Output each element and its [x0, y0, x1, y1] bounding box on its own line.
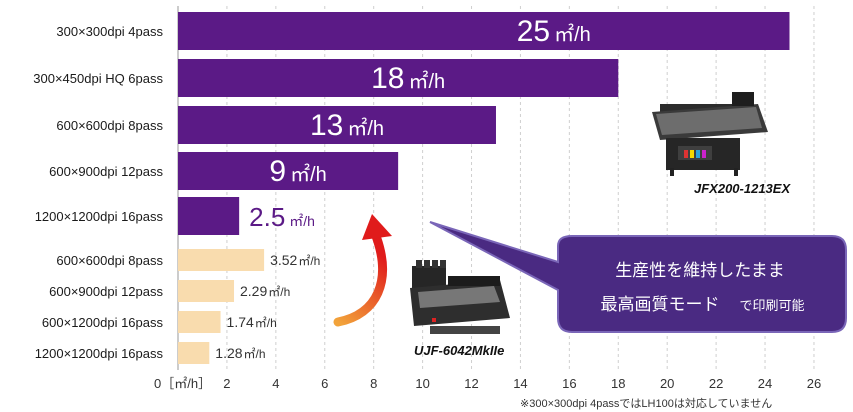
category-label: 300×300dpi 4pass — [56, 24, 163, 39]
x-axis-ticks: 0［㎡/h］ 2 4 6 8 10 12 14 16 18 20 22 24 26 — [154, 376, 821, 391]
x-tick-label: 26 — [807, 376, 821, 391]
bar — [178, 197, 240, 235]
value-label: 1.28㎡/h — [215, 345, 265, 361]
x-tick-label: 8 — [370, 376, 377, 391]
value-label: 13 ㎡/h — [310, 109, 384, 142]
x-tick-label: 4 — [272, 376, 279, 391]
model-label-ujf6042: UJF-6042MkIIe — [414, 343, 504, 358]
value-label: 3.52㎡/h — [270, 252, 320, 268]
value-label: 1.74㎡/h — [227, 314, 277, 330]
category-label: 1200×1200dpi 16pass — [35, 346, 164, 361]
value-label: 18 ㎡/h — [371, 62, 445, 95]
x-tick-label: 10 — [415, 376, 429, 391]
callout-line2-main: 最高画質モード — [601, 295, 720, 314]
category-label: 600×1200dpi 16pass — [42, 315, 164, 330]
x-tick-label: 12 — [464, 376, 478, 391]
bar — [178, 106, 496, 144]
category-label: 600×600dpi 8pass — [56, 253, 163, 268]
bar — [178, 152, 399, 190]
bar — [178, 311, 221, 333]
x-tick-label: 22 — [709, 376, 723, 391]
x-tick-label: 2 — [223, 376, 230, 391]
printer-jfx200-image — [652, 92, 768, 176]
x-tick-label: 24 — [758, 376, 772, 391]
value-label: 2.29㎡/h — [240, 283, 290, 299]
bar — [178, 12, 790, 50]
callout-bubble: 生産性を維持したまま 最高画質モード で印刷可能 — [429, 221, 847, 333]
value-labels: 25 ㎡/h 18 ㎡/h 13 ㎡/h 9 ㎡/h 2.5 ㎡/h 3.52㎡/h 2.29㎡/h 1… — [215, 15, 590, 361]
bar — [178, 342, 210, 364]
category-label: 1200×1200dpi 16pass — [35, 209, 164, 224]
x-tick-label: 18 — [611, 376, 625, 391]
value-label: 25 ㎡/h — [517, 15, 591, 48]
x-tick-label: 14 — [513, 376, 527, 391]
category-label: 600×900dpi 12pass — [49, 164, 163, 179]
footnote: ※300×300dpi 4passではLH100は対応していません — [520, 396, 772, 410]
printer-ujf6042-image — [410, 260, 510, 334]
bars — [178, 12, 790, 364]
bar — [178, 59, 619, 97]
curved-arrow — [333, 214, 392, 327]
callout-line1: 生産性を維持したまま — [615, 261, 785, 280]
bar — [178, 249, 265, 271]
value-label: 9 ㎡/h — [269, 155, 326, 188]
x-tick-label: 20 — [660, 376, 674, 391]
model-label-jfx200: JFX200-1213EX — [694, 181, 791, 196]
x-tick-label: 0［㎡/h］ — [154, 376, 211, 391]
value-label: 2.5 ㎡/h — [249, 202, 315, 232]
category-label: 300×450dpi HQ 6pass — [33, 71, 163, 86]
x-tick-label: 16 — [562, 376, 576, 391]
category-label: 600×900dpi 12pass — [49, 284, 163, 299]
category-labels: 300×300dpi 4pass 300×450dpi HQ 6pass 600×6… — [33, 24, 163, 361]
category-label: 600×600dpi 8pass — [56, 118, 163, 133]
bar — [178, 280, 235, 302]
callout-line2-small: で印刷可能 — [739, 298, 804, 313]
x-tick-label: 6 — [321, 376, 328, 391]
